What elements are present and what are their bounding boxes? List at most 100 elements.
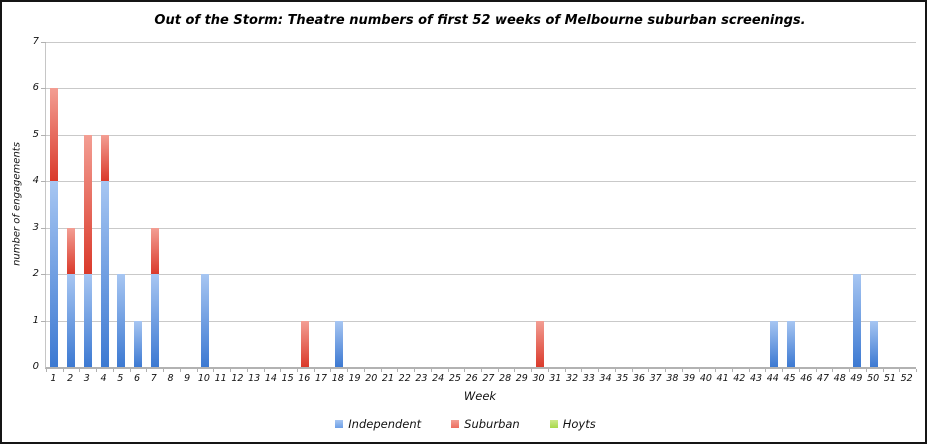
x-axis-tick bbox=[196, 369, 198, 372]
bar-week-18-independent bbox=[334, 320, 343, 367]
x-tick-label-9: 9 bbox=[184, 373, 191, 384]
x-tick-label-41: 41 bbox=[716, 373, 729, 384]
x-axis-tick bbox=[899, 369, 901, 372]
x-tick-label-32: 32 bbox=[565, 373, 579, 384]
x-axis-tick bbox=[363, 369, 365, 372]
x-axis-tick bbox=[163, 369, 165, 372]
x-tick-label-36: 36 bbox=[632, 373, 645, 384]
chart-title: Out of the Storm: Theatre numbers of fir… bbox=[154, 13, 806, 28]
x-tick-label-44: 44 bbox=[766, 373, 779, 384]
x-tick-label-30: 30 bbox=[532, 373, 545, 384]
bar-week-3-independent bbox=[83, 274, 92, 367]
bar-week-45-independent bbox=[786, 320, 795, 367]
x-axis-tick bbox=[765, 369, 767, 372]
plot-area bbox=[41, 42, 917, 372]
y-axis-tick-6 bbox=[41, 88, 46, 90]
x-axis-tick bbox=[849, 369, 851, 372]
x-tick-label-13: 13 bbox=[248, 373, 261, 384]
x-tick-label-46: 46 bbox=[800, 373, 813, 384]
x-axis-tick bbox=[79, 369, 81, 372]
x-tick-label-50: 50 bbox=[867, 373, 880, 384]
x-tick-label-29: 29 bbox=[515, 373, 528, 384]
x-tick-label-17: 17 bbox=[315, 373, 328, 384]
bar-week-1-independent bbox=[50, 181, 59, 367]
x-axis-tick bbox=[748, 369, 750, 372]
x-axis-tick bbox=[782, 369, 784, 372]
legend-label-hoyts: Hoyts bbox=[562, 417, 596, 431]
x-axis-tick bbox=[213, 369, 215, 372]
x-tick-label-26: 26 bbox=[465, 373, 478, 384]
x-axis-tick bbox=[430, 369, 432, 372]
gridline-y-7 bbox=[46, 42, 916, 43]
x-tick-label-28: 28 bbox=[499, 373, 512, 384]
bar-week-4-suburban bbox=[100, 134, 109, 182]
x-axis-tick bbox=[313, 369, 315, 372]
x-tick-label-31: 31 bbox=[549, 373, 562, 384]
x-axis-tick bbox=[698, 369, 700, 372]
x-tick-label-11: 11 bbox=[214, 373, 227, 384]
x-tick-label-18: 18 bbox=[331, 373, 344, 384]
x-tick-label-38: 38 bbox=[666, 373, 679, 384]
y-tick-label-5: 5 bbox=[32, 128, 39, 140]
x-axis-tick bbox=[648, 369, 650, 372]
x-axis-tick bbox=[179, 369, 181, 372]
x-axis-tick bbox=[715, 369, 717, 372]
x-tick-label-49: 49 bbox=[850, 373, 863, 384]
x-tick-label-34: 34 bbox=[599, 373, 612, 384]
y-axis-tick-7 bbox=[41, 42, 46, 43]
x-axis-tick bbox=[798, 369, 800, 372]
x-axis-tick bbox=[62, 369, 64, 372]
y-axis-tick-2 bbox=[41, 274, 46, 276]
x-tick-label-42: 42 bbox=[733, 373, 746, 384]
y-tick-labels: 0 1 2 3 4 5 6 7 bbox=[2, 36, 39, 372]
x-tick-label-35: 35 bbox=[616, 373, 629, 384]
x-tick-label-33: 33 bbox=[582, 373, 595, 384]
x-axis-tick bbox=[146, 369, 148, 372]
bar-week-30-suburban bbox=[535, 320, 544, 367]
y-tick-label-0: 0 bbox=[32, 361, 39, 372]
x-axis-tick bbox=[514, 369, 516, 372]
legend-swatch-suburban bbox=[451, 420, 460, 428]
bar-week-49-independent bbox=[853, 274, 862, 367]
y-tick-label-1: 1 bbox=[32, 314, 39, 326]
gridline-y-5 bbox=[46, 134, 916, 136]
x-axis-tick bbox=[129, 369, 131, 372]
x-tick-label-2: 2 bbox=[67, 373, 74, 384]
x-tick-label-37: 37 bbox=[649, 373, 662, 384]
legend-item-hoyts: Hoyts bbox=[549, 417, 596, 431]
bar-week-5-independent bbox=[117, 274, 126, 367]
x-axis-tick bbox=[46, 369, 47, 372]
x-axis-tick bbox=[614, 369, 616, 372]
x-tick-label-12: 12 bbox=[231, 373, 244, 384]
legend-item-independent: Independent bbox=[335, 417, 421, 431]
x-axis-tick bbox=[882, 369, 884, 372]
x-axis-tick bbox=[112, 369, 114, 372]
x-axis-title: Week bbox=[463, 389, 497, 403]
x-axis-tick bbox=[865, 369, 867, 372]
x-tick-label-10: 10 bbox=[197, 373, 210, 384]
x-tick-label-25: 25 bbox=[448, 373, 461, 384]
x-axis-tick bbox=[280, 369, 282, 372]
x-tick-label-3: 3 bbox=[83, 373, 90, 384]
legend-label-independent: Independent bbox=[348, 417, 422, 431]
bar-week-44-independent bbox=[769, 320, 778, 367]
y-tick-label-2: 2 bbox=[32, 268, 39, 280]
x-tick-label-39: 39 bbox=[683, 373, 696, 384]
x-axis-tick bbox=[916, 369, 917, 372]
x-axis-tick bbox=[230, 369, 232, 372]
x-tick-label-6: 6 bbox=[133, 373, 141, 384]
x-tick-label-48: 48 bbox=[833, 373, 846, 384]
bar-week-3-suburban bbox=[83, 134, 92, 275]
x-tick-label-47: 47 bbox=[816, 373, 830, 384]
x-axis-tick bbox=[731, 369, 733, 372]
y-tick-label-7: 7 bbox=[32, 36, 39, 47]
x-axis-tick bbox=[246, 369, 248, 372]
legend-swatch-independent bbox=[335, 420, 344, 428]
x-tick-label-51: 51 bbox=[883, 373, 896, 384]
gridline-y-4 bbox=[46, 181, 916, 183]
gridline-y-3 bbox=[46, 227, 916, 229]
x-tick-label-23: 23 bbox=[415, 373, 428, 384]
x-axis-tick bbox=[497, 369, 499, 372]
gridline-y-1 bbox=[46, 320, 916, 322]
x-axis-tick bbox=[598, 369, 600, 372]
